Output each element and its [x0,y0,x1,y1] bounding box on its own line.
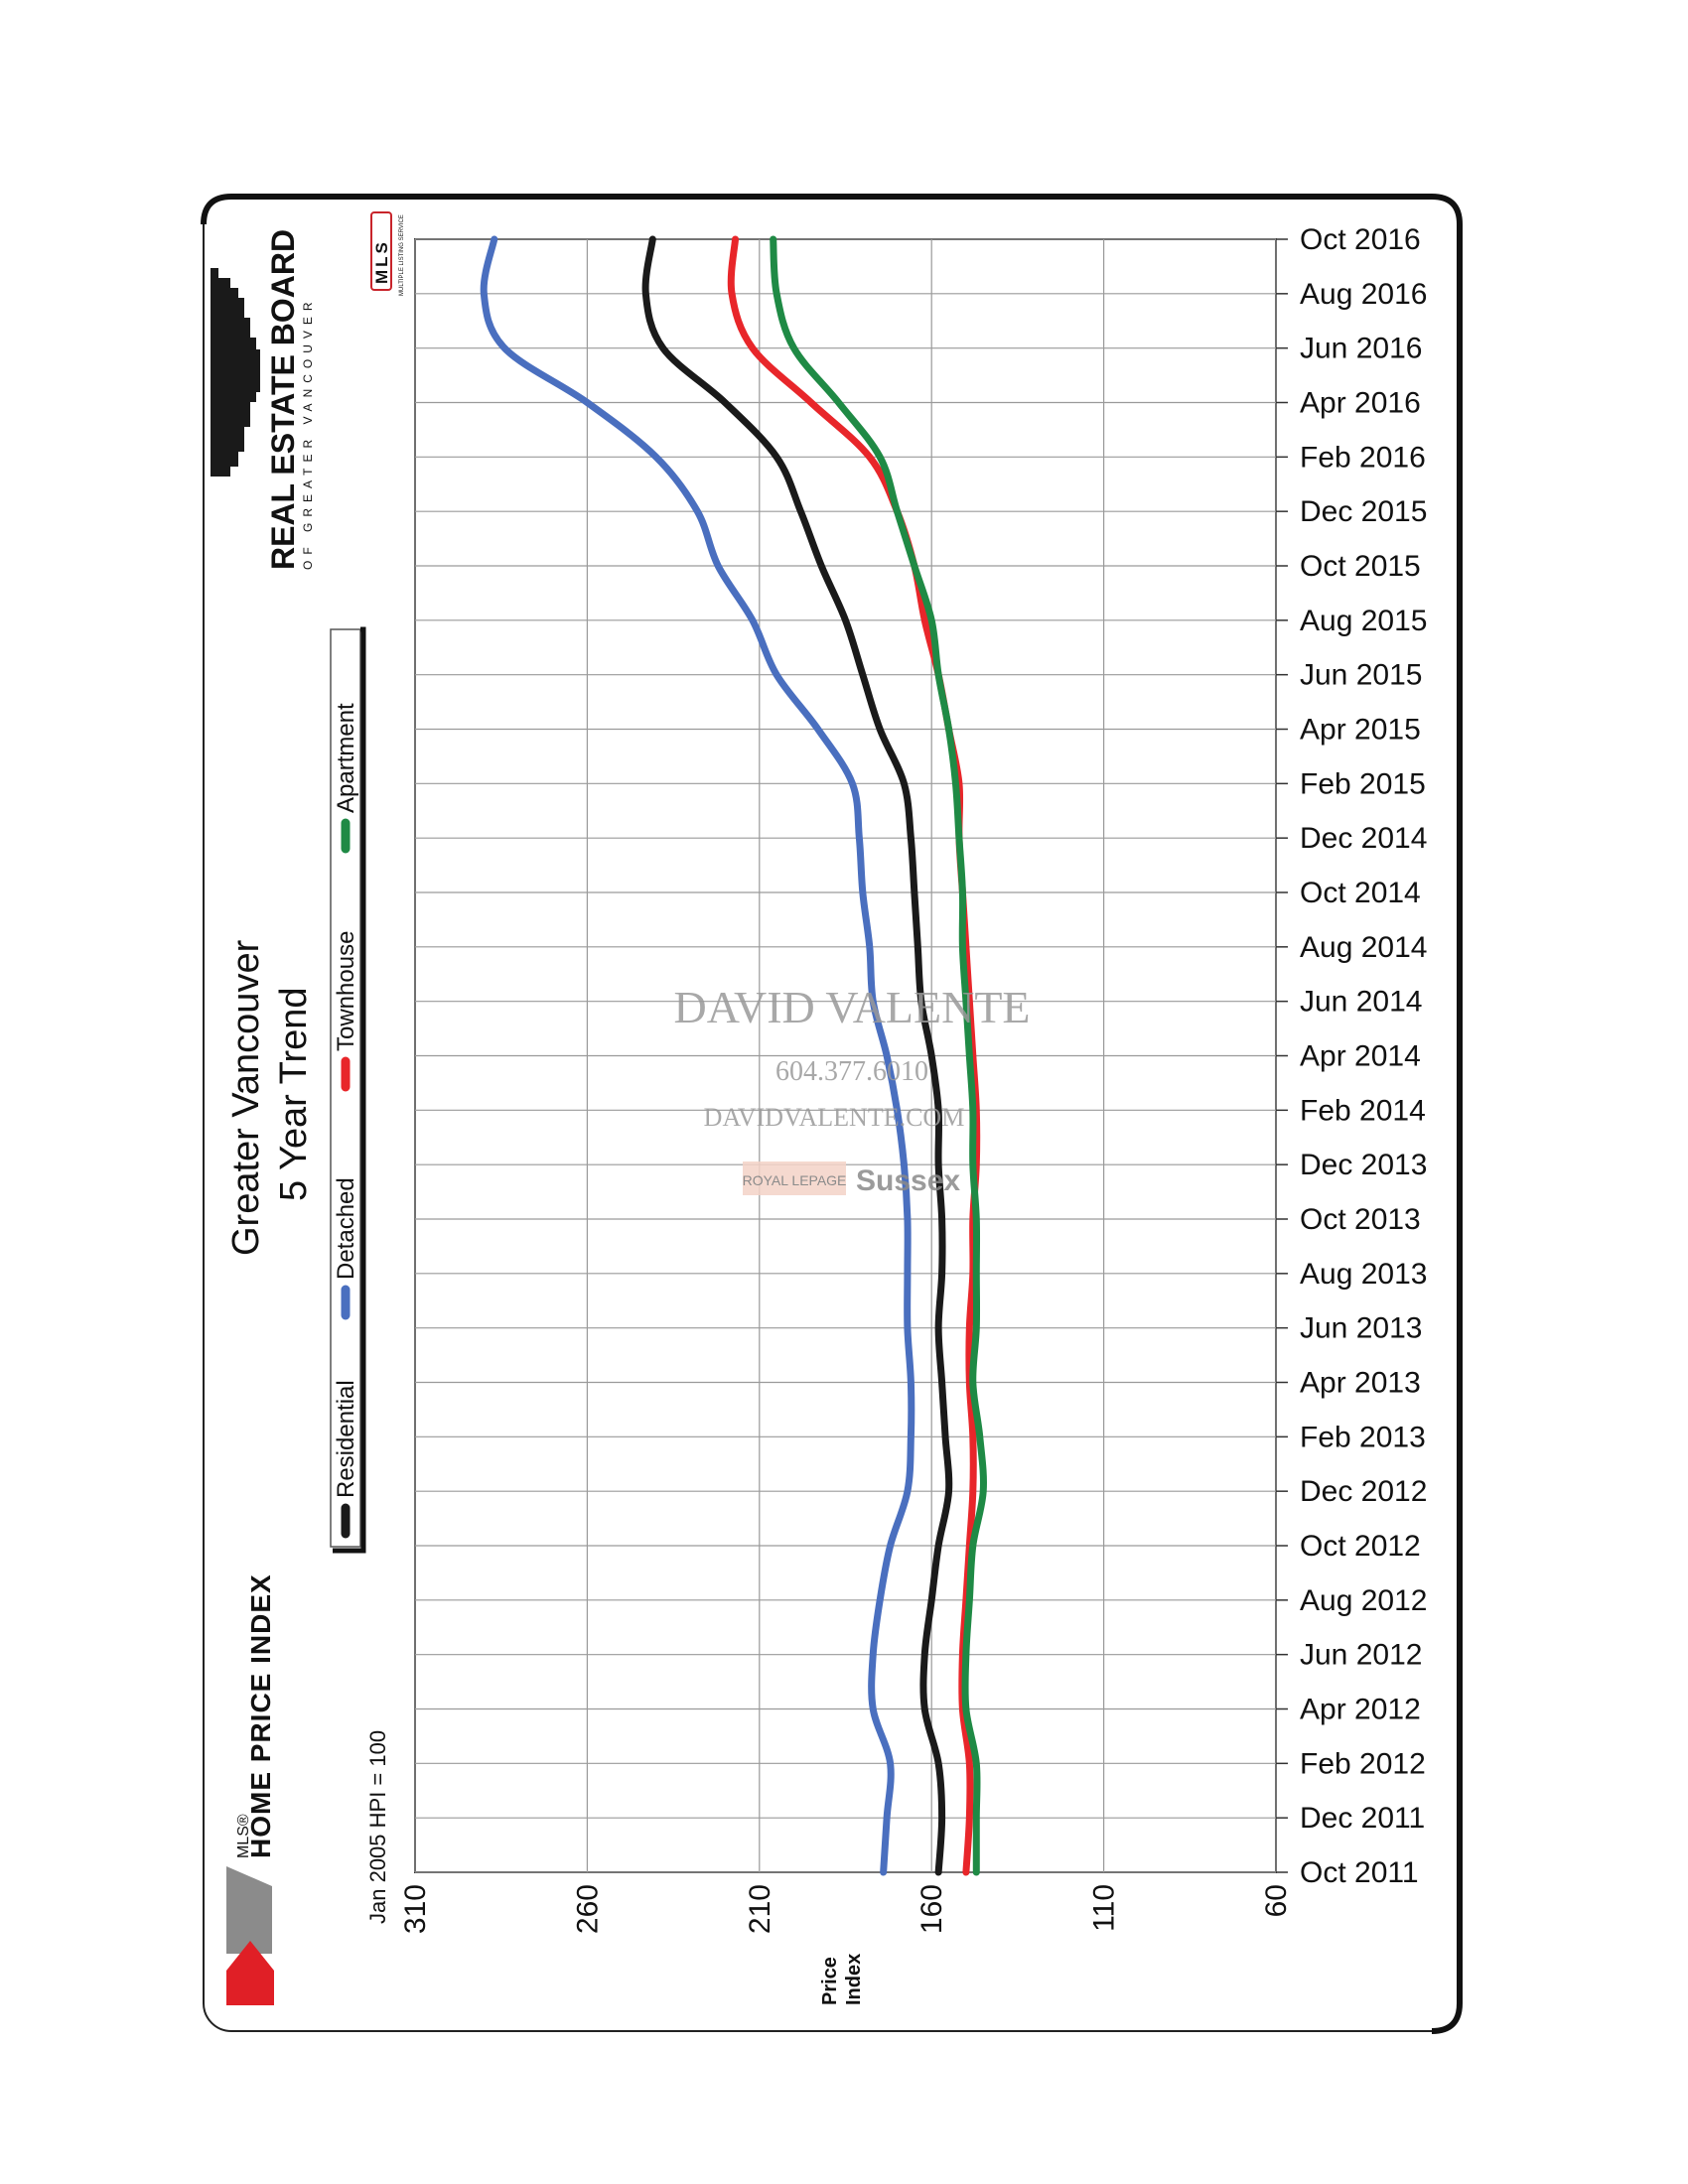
date-axis-labels: Oct 2011 Dec 2011 Feb 2012 Apr 2012 Jun 2012… [1276,223,1427,1889]
watermark-brokerage-box [743,1161,846,1195]
watermark-brokerage-left: ROYAL LEPAGE [743,1172,847,1188]
chart-title: Greater Vancouver [225,939,267,1256]
watermark-phone: 604.377.6010 [775,1056,928,1087]
hpi-logo: MLS® HOME PRICE INDEX [226,1573,276,2005]
legend-shadow [333,626,366,1554]
date-label-dec-2014: Dec 2014 [1300,822,1427,855]
hpi-mls-small: MLS® [235,1814,252,1858]
date-label-dec-2011: Dec 2011 [1300,1802,1425,1835]
value-tick-260: 260 [571,1884,604,1934]
reb-logo: REAL ESTATE BOARD OF GREATER VANCOUVER [211,229,315,570]
date-label-oct-2013: Oct 2013 [1300,1203,1421,1236]
chart-subtitle: 5 Year Trend [273,987,315,1201]
legend-label-residential: Residential [333,1380,359,1498]
date-label-apr-2016: Apr 2016 [1300,387,1421,420]
mls-badge-sub: MULTIPLE LISTING SERVICE [399,214,405,296]
date-label-oct-2016: Oct 2016 [1300,223,1421,256]
value-tick-160: 160 [915,1884,948,1934]
value-tick-210: 210 [744,1884,776,1934]
watermark-name: DAVID VALENTE [673,982,1030,1032]
base-note: Jan 2005 HPI = 100 [365,1730,390,1924]
value-tick-310: 310 [399,1884,432,1934]
skyline-icon [211,268,260,477]
date-label-apr-2012: Apr 2012 [1300,1694,1421,1726]
mls-badge-text: MLS [372,239,391,284]
date-label-jun-2015: Jun 2015 [1300,659,1422,692]
date-label-apr-2015: Apr 2015 [1300,714,1421,747]
value-tick-60: 60 [1260,1884,1293,1917]
date-label-jun-2013: Jun 2013 [1300,1312,1422,1345]
hpi-logo-mark-gray [226,1866,272,1954]
date-label-jun-2016: Jun 2016 [1300,333,1422,365]
date-label-dec-2012: Dec 2012 [1300,1475,1427,1508]
y-axis-label-line1: Price [819,1957,841,2005]
date-label-feb-2012: Feb 2012 [1300,1747,1426,1780]
date-label-apr-2014: Apr 2014 [1300,1040,1421,1073]
date-label-apr-2013: Apr 2013 [1300,1367,1421,1400]
reb-name: REAL ESTATE BOARD [265,229,301,570]
legend-label-detached: Detached [333,1177,359,1280]
mls-badge-box [370,211,392,291]
legend-label-townhouse: Townhouse [333,931,359,1051]
date-label-oct-2014: Oct 2014 [1300,877,1421,909]
hpi-logo-mark-red [226,1941,274,2005]
date-label-oct-2011: Oct 2011 [1300,1856,1419,1889]
date-label-jun-2014: Jun 2014 [1300,986,1422,1019]
mls-badge: MLS MULTIPLE LISTING SERVICE [370,211,405,296]
legend-label-apartment: Apartment [333,703,359,813]
hpi-wordmark: HOME PRICE INDEX [245,1573,276,1858]
date-label-aug-2013: Aug 2013 [1300,1258,1427,1291]
y-axis-label-line2: Index [843,1954,865,2005]
date-label-feb-2015: Feb 2015 [1300,767,1426,800]
series-line-apartment [770,235,987,1876]
watermark: DAVID VALENTE 604.377.6010 DAVIDVALENTE.… [673,982,1030,1197]
reb-subname: OF GREATER VANCOUVER [301,296,315,570]
date-label-feb-2014: Feb 2014 [1300,1094,1426,1127]
date-label-aug-2016: Aug 2016 [1300,278,1427,311]
legend: Residential Detached Townhouse Apartment [330,626,366,1554]
date-label-oct-2012: Oct 2012 [1300,1530,1421,1563]
date-label-dec-2013: Dec 2013 [1300,1149,1427,1181]
series-lines [480,235,987,1876]
date-label-jun-2012: Jun 2012 [1300,1639,1422,1672]
series-line-detached [480,235,915,1876]
watermark-brokerage-right: Sussex [856,1164,960,1197]
date-label-aug-2014: Aug 2014 [1300,931,1427,964]
date-label-feb-2013: Feb 2013 [1300,1421,1426,1453]
date-label-aug-2015: Aug 2015 [1300,605,1427,637]
date-label-feb-2016: Feb 2016 [1300,441,1426,474]
series-line-residential [641,235,953,1876]
value-tick-110: 110 [1088,1884,1121,1932]
date-label-dec-2015: Dec 2015 [1300,495,1427,528]
date-label-aug-2012: Aug 2012 [1300,1584,1427,1617]
date-label-oct-2015: Oct 2015 [1300,550,1421,583]
value-axis-labels: 310 260 210 160 110 60 [399,1884,1293,1934]
chart-frame-shadow [201,194,1463,2034]
watermark-site: DAVIDVALENTE.COM [704,1103,965,1132]
